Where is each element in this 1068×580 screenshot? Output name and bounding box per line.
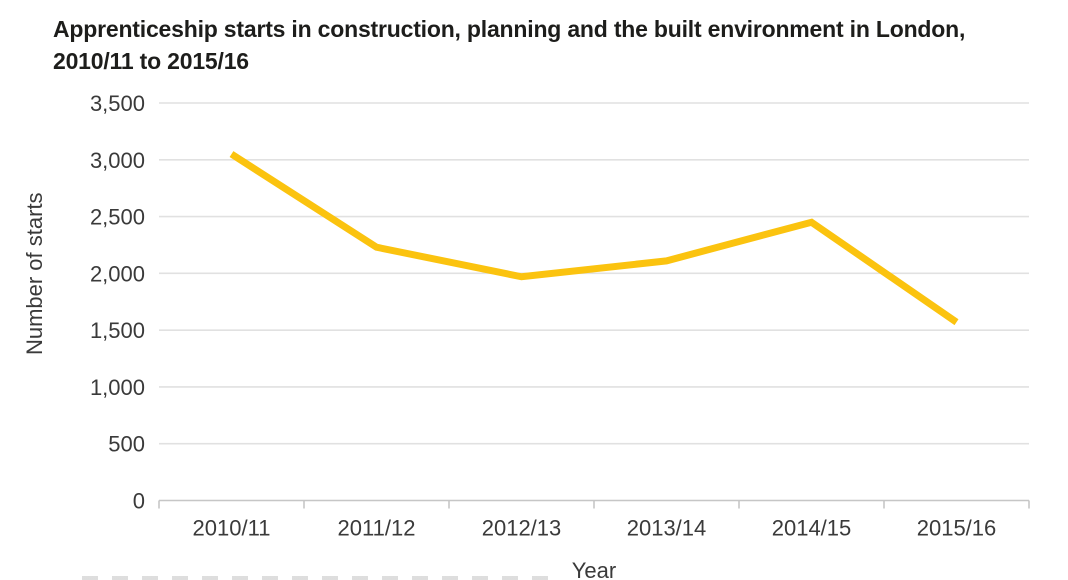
- y-tick-label: 0: [133, 489, 145, 514]
- y-axis-title: Number of starts: [22, 192, 47, 355]
- data-series-line: [229, 151, 959, 326]
- y-tick-label: 2,000: [90, 261, 145, 286]
- cropped-text-artifact: [82, 576, 558, 580]
- y-tick-label: 1,000: [90, 375, 145, 400]
- x-tick-label: 2010/11: [193, 516, 271, 541]
- x-tick-label: 2014/15: [772, 516, 852, 541]
- y-tick-label: 3,500: [90, 91, 145, 116]
- chart-title: Apprenticeship starts in construction, p…: [53, 16, 966, 74]
- x-tick-label: 2013/14: [627, 516, 707, 541]
- y-tick-label: 1,500: [90, 318, 145, 343]
- y-tick-label: 2,500: [90, 205, 145, 230]
- x-axis-title: Year: [572, 558, 616, 580]
- y-tick-label: 500: [108, 432, 145, 457]
- x-tick-label: 2015/16: [917, 516, 997, 541]
- x-tick-label: 2012/13: [482, 516, 562, 541]
- x-tick-label: 2011/12: [338, 516, 416, 541]
- y-tick-label: 3,000: [90, 148, 145, 173]
